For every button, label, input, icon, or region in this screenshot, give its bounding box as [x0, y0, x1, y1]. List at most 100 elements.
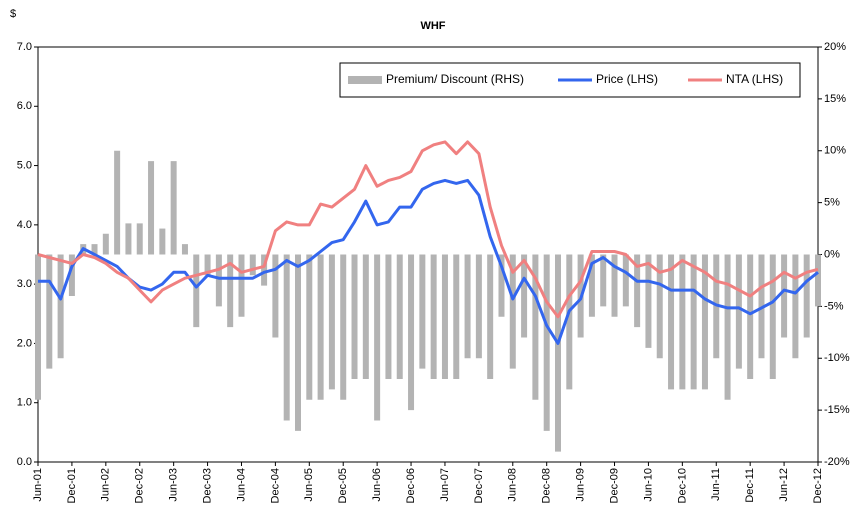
bar [148, 161, 155, 255]
bar [283, 254, 290, 421]
x-tick-label: Dec-04 [269, 468, 281, 503]
bar [509, 254, 516, 369]
line [38, 178, 819, 345]
bar [645, 254, 652, 348]
x-tick-label: Jun-06 [371, 468, 383, 502]
bar [792, 254, 799, 359]
bar [781, 254, 788, 338]
bar [701, 254, 708, 390]
bar [441, 254, 448, 379]
bar [803, 254, 810, 338]
bar [487, 254, 494, 379]
x-tick-label: Dec-08 [541, 468, 553, 503]
y-tick-label: 0.0 [17, 456, 32, 468]
x-tick-label: Jun-12 [778, 468, 790, 502]
bar [91, 244, 98, 255]
bar [735, 254, 742, 369]
bar [261, 254, 268, 286]
bar [193, 254, 200, 328]
bar [532, 254, 539, 400]
bar [102, 233, 109, 255]
bar [317, 254, 324, 400]
x-tick-label: Dec-05 [337, 468, 349, 503]
y-tick-label: 4.0 [17, 219, 32, 231]
bar [351, 254, 358, 379]
bar [159, 228, 166, 255]
x-tick-label: Jun-01 [32, 468, 44, 502]
bar [588, 254, 595, 317]
bar [769, 254, 776, 379]
x-tick-label: Jun-08 [507, 468, 519, 502]
y-tick-label: 2.0 [17, 337, 32, 349]
y2-tick-label: -15% [824, 404, 850, 416]
legend-label: Premium/ Discount (RHS) [386, 72, 524, 86]
bar [453, 254, 460, 379]
bar [46, 254, 53, 369]
x-tick-label: Dec-12 [812, 468, 824, 503]
bar [475, 254, 482, 359]
x-tick-label: Jun-02 [100, 468, 112, 502]
bar [408, 254, 415, 411]
y2-tick-label: 5% [824, 197, 840, 209]
legend-label: NTA (LHS) [726, 72, 783, 86]
bar [306, 254, 313, 400]
y2-tick-label: 10% [824, 145, 846, 157]
line [37, 140, 819, 319]
bar [249, 254, 256, 276]
bar [385, 254, 392, 379]
y-tick-label: 3.0 [17, 278, 32, 290]
bar [204, 254, 211, 276]
x-tick-label: Dec-10 [676, 468, 688, 503]
x-tick-label: Jun-11 [710, 468, 722, 501]
bar [566, 254, 573, 390]
bar [68, 254, 75, 296]
bar [328, 254, 335, 390]
bar [611, 254, 618, 317]
bar [815, 254, 821, 307]
bar [690, 254, 697, 390]
bar [747, 254, 754, 379]
y-tick-label: 7.0 [17, 41, 32, 53]
bar [35, 254, 41, 400]
y2-tick-label: 0% [824, 248, 840, 260]
bar [136, 223, 143, 255]
x-tick-label: Dec-02 [134, 468, 146, 503]
x-tick-label: Jun-04 [235, 468, 247, 502]
bar [362, 254, 369, 379]
plot-frame [37, 46, 819, 463]
chart-title: WHF [420, 20, 445, 32]
bar [724, 254, 731, 400]
bar [114, 150, 121, 255]
y2-tick-label: 20% [824, 41, 846, 53]
bar [170, 161, 177, 255]
bar [600, 254, 607, 307]
x-tick-label: Jun-03 [168, 468, 180, 502]
bar [374, 254, 381, 421]
x-tick-label: Dec-06 [405, 468, 417, 503]
y2-tick-label: -10% [824, 352, 850, 364]
bar [57, 254, 64, 359]
bar [555, 254, 561, 452]
x-tick-label: Dec-01 [66, 468, 78, 503]
y-tick-label: 6.0 [17, 100, 32, 112]
bar [430, 254, 437, 379]
x-tick-label: Jun-09 [575, 468, 587, 502]
bar [215, 254, 222, 307]
legend-swatch [348, 76, 382, 84]
bar [656, 254, 663, 359]
bar [340, 254, 347, 400]
bar [181, 244, 188, 255]
y2-tick-label: -20% [824, 456, 850, 468]
bar [543, 254, 550, 431]
legend-label: Price (LHS) [596, 72, 658, 86]
bar [227, 254, 234, 328]
x-tick-label: Jun-05 [303, 468, 315, 502]
bar [396, 254, 403, 379]
bar [125, 223, 132, 255]
bar [634, 254, 641, 328]
bar [498, 254, 505, 317]
x-tick-label: Jun-10 [642, 468, 654, 502]
bar [622, 254, 629, 307]
x-tick-label: Dec-07 [473, 468, 485, 503]
